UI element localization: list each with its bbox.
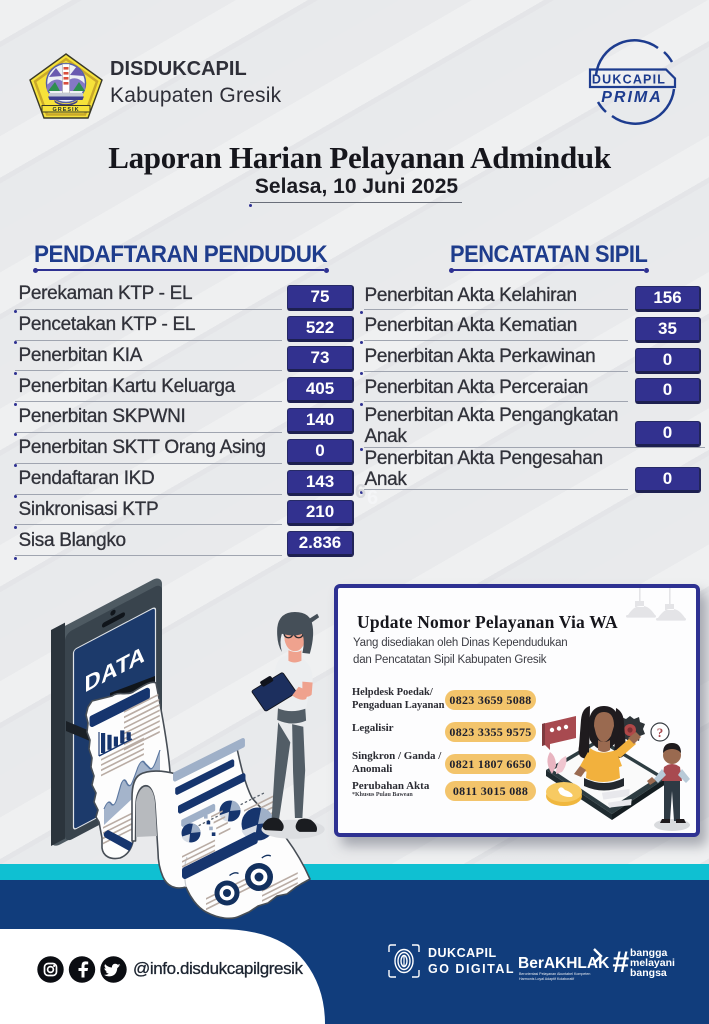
svg-text:melayani: melayani	[630, 957, 675, 969]
svg-text:DUKCAPIL: DUKCAPIL	[592, 73, 666, 87]
svg-text:DUKCAPIL: DUKCAPIL	[428, 946, 497, 960]
svg-text:Harmonis Loyal Adaptif Kolabor: Harmonis Loyal Adaptif Kolaboratif	[519, 977, 574, 981]
svg-text:GRESIK: GRESIK	[52, 107, 79, 113]
svg-text:Berorientasi Pelayanan Akuntab: Berorientasi Pelayanan Akuntabel Kompete…	[519, 972, 590, 976]
svg-text:bangsa: bangsa	[630, 967, 667, 979]
svg-text:PRIMA: PRIMA	[601, 89, 663, 106]
svg-text:#: #	[612, 946, 629, 979]
svg-text:bangga: bangga	[630, 947, 667, 959]
svg-text:BerAKHLAK: BerAKHLAK	[518, 955, 610, 972]
svg-text:?: ?	[657, 725, 664, 740]
svg-text:GO DIGITAL: GO DIGITAL	[428, 962, 515, 976]
